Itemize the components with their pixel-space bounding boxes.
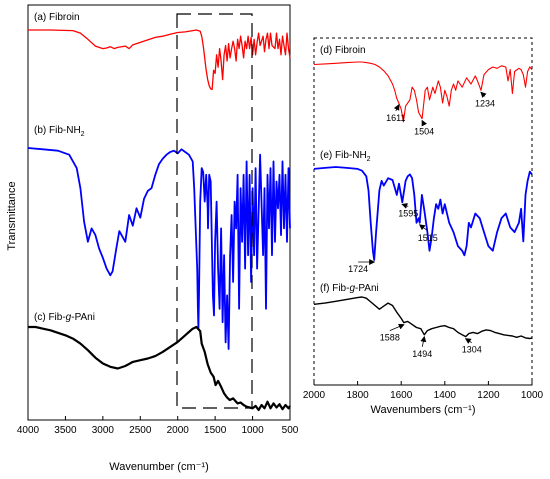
peak-arrow: [480, 91, 487, 99]
peak-label: 1504: [414, 127, 434, 137]
series-line-b-fib-nh: [27, 147, 291, 350]
series-line-a-fibroin: [28, 29, 291, 91]
right-panel: 2000 1800 1600 1400 1200 1000 1611 1504 1234 159…: [303, 37, 544, 416]
peak-label: 1611: [386, 113, 405, 123]
left-y-axis-label: Transmittance: [6, 181, 18, 250]
x-tick-label: 1000: [521, 390, 544, 401]
series-line-c-fib-g-pani: [28, 325, 291, 412]
x-tick-label: 1200: [477, 390, 500, 401]
peak-arrow: [401, 203, 409, 209]
x-tick-label: 1800: [346, 390, 369, 401]
x-tick-label: 1600: [390, 390, 413, 401]
panel-label-f: (f) Fib-g-PAni: [320, 283, 379, 294]
series-line-d-fibroin: [313, 61, 533, 123]
panel-label-a: (a) Fibroin: [34, 12, 80, 23]
right-x-axis-label: Wavenumbers (cm⁻¹): [370, 404, 475, 416]
panel-label-b: (b) Fib-NH2: [34, 125, 85, 138]
peak-label: 1304: [462, 345, 482, 355]
x-tick-label: 2000: [303, 390, 326, 401]
peak-arrow: [421, 119, 428, 127]
right-x-ticks: 2000 1800 1600 1400 1200 1000: [303, 381, 544, 401]
left-x-ticks: 4000 3500 3000 2500 2000 1500 1000 500: [17, 416, 299, 436]
peak-label: 1234: [475, 98, 495, 108]
x-tick-label: 500: [282, 425, 299, 436]
peak-label: 1494: [412, 349, 432, 359]
peak-arrow: [420, 335, 427, 347]
peak-label: 1588: [380, 333, 400, 343]
right-annotations: 1611 1504 1234 1595 1724 1515 1588 1494 1304: [348, 91, 495, 359]
x-tick-label: 3500: [54, 425, 77, 436]
peak-label: 1724: [348, 264, 368, 274]
peak-label: 1595: [398, 208, 418, 218]
peak-arrow: [393, 104, 400, 112]
right-series-group: [313, 61, 533, 340]
peak-arrow: [464, 338, 472, 344]
left-series-group: [27, 29, 291, 412]
x-tick-label: 1500: [204, 425, 227, 436]
x-tick-label: 3000: [92, 425, 115, 436]
series-line-f-fib-g-pani: [313, 296, 533, 340]
left-x-axis-label: Wavenumber (cm⁻¹): [109, 461, 209, 473]
x-tick-label: 4000: [17, 425, 40, 436]
peak-arrow: [418, 224, 428, 232]
zoom-region-box: [176, 13, 253, 409]
peak-arrow: [389, 323, 405, 331]
panel-label-c: (c) Fib-g-PAni: [34, 312, 95, 323]
left-panel: 4000 3500 3000 2500 2000 1500 1000 500 (a) Fibr…: [6, 4, 299, 473]
x-tick-label: 2500: [129, 425, 152, 436]
series-line-e-fib-nh: [313, 166, 533, 261]
panel-label-e: (e) Fib-NH2: [320, 150, 371, 163]
x-tick-label: 2000: [167, 425, 190, 436]
panel-label-d: (d) Fibroin: [320, 45, 366, 56]
x-tick-label: 1400: [434, 390, 457, 401]
peak-label: 1515: [418, 233, 438, 243]
x-tick-label: 1000: [241, 425, 264, 436]
